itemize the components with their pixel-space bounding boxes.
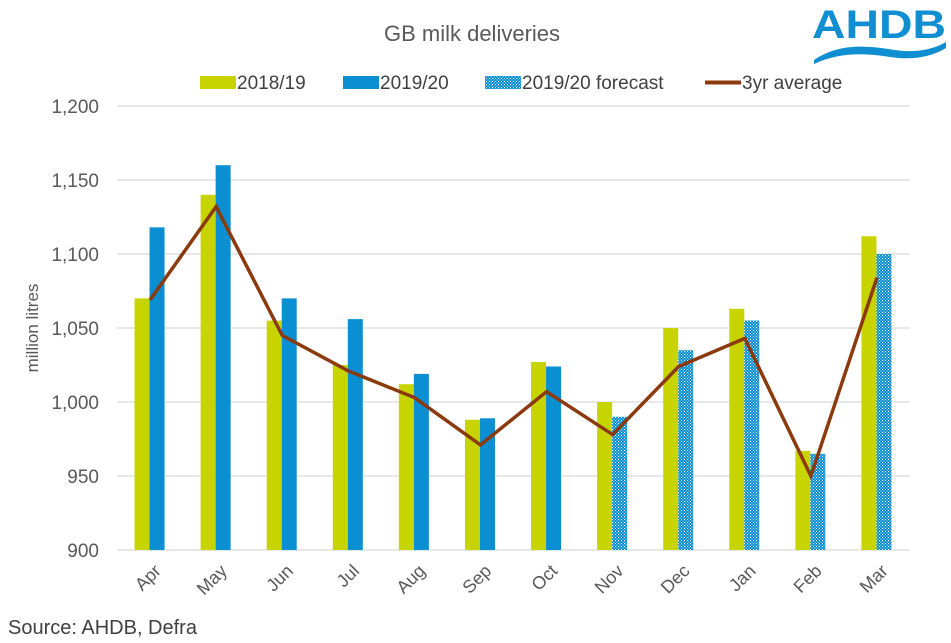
- y-axis-label: million litres: [23, 284, 42, 373]
- bar-2018-19: [398, 384, 414, 550]
- legend-label: 2018/19: [237, 73, 306, 94]
- bar-2019-20: [413, 373, 429, 550]
- legend-label: 2019/20: [380, 73, 449, 94]
- y-tick-label: 1,050: [51, 319, 99, 340]
- bar-2018-19: [795, 450, 811, 550]
- y-tick-label: 1,150: [51, 171, 99, 192]
- x-tick-label: May: [193, 561, 231, 599]
- bar-2019-20: [347, 319, 363, 550]
- y-axis-ticks: 900 950 1,000 1,050 1,100 1,150 1,200: [51, 97, 99, 562]
- bar-2019-20: [281, 298, 297, 550]
- bar-2019-20: [479, 418, 495, 550]
- x-tick-label: Feb: [790, 561, 826, 597]
- y-tick-label: 1,200: [51, 97, 99, 118]
- x-tick-label: Oct: [527, 561, 561, 595]
- bar-2019-20-forecast: [744, 320, 760, 550]
- bars: [134, 165, 892, 551]
- ahdb-logo: AHDB: [812, 3, 946, 64]
- average-line: [148, 203, 879, 481]
- x-tick-label: Jun: [262, 561, 297, 596]
- bar-2019-20: [215, 165, 231, 550]
- x-tick-label: Jan: [725, 561, 760, 596]
- legend-item-2018-19: 2018/19: [200, 73, 306, 94]
- x-tick-label: Sep: [458, 561, 495, 598]
- x-tick-label: Aug: [392, 561, 429, 598]
- line-3yr-average: [148, 203, 879, 481]
- bar-2018-19: [266, 320, 282, 550]
- bar-2018-19: [332, 365, 348, 550]
- bar-2018-19: [597, 402, 613, 550]
- logo-text: AHDB: [812, 3, 946, 47]
- bar-2018-19: [464, 419, 480, 550]
- x-tick-label: Nov: [591, 561, 628, 598]
- x-tick-label: Mar: [856, 561, 892, 597]
- legend-label: 3yr average: [742, 73, 842, 94]
- legend-item-2019-20-forecast: 2019/20 forecast: [485, 73, 664, 94]
- bar-2019-20: [546, 366, 562, 550]
- x-tick-label: Apr: [131, 561, 165, 595]
- y-tick-label: 1,000: [51, 393, 99, 414]
- bar-2018-19: [663, 328, 679, 550]
- bar-2019-20-forecast: [678, 350, 694, 550]
- x-tick-label: Dec: [657, 561, 694, 598]
- legend-swatch: [343, 76, 379, 89]
- y-tick-label: 1,100: [51, 245, 99, 266]
- gridlines: [117, 105, 910, 551]
- bar-2019-20-forecast: [612, 416, 628, 550]
- y-tick-label: 950: [67, 467, 99, 488]
- legend: 2018/19 2019/20 2019/20 forecast 3yr averag…: [200, 73, 842, 94]
- legend-label: 2019/20 forecast: [522, 73, 664, 94]
- y-tick-label: 900: [67, 541, 99, 562]
- x-tick-label: Jul: [333, 561, 363, 591]
- bar-2018-19: [531, 362, 547, 550]
- bar-2018-19: [134, 298, 150, 550]
- x-axis-ticks: Apr May Jun Jul Aug Sep Oct Nov Dec Jan Feb Mar: [131, 561, 892, 599]
- source-note: Source: AHDB, Defra: [8, 617, 197, 639]
- legend-swatch: [485, 76, 521, 89]
- legend-item-3yr-average: 3yr average: [705, 73, 842, 94]
- bar-2018-19: [729, 308, 745, 550]
- bar-2019-20-forecast: [810, 453, 826, 550]
- legend-swatch: [200, 76, 236, 89]
- bar-2019-20: [149, 227, 165, 551]
- bar-2019-20-forecast: [876, 254, 892, 550]
- bar-2018-19: [200, 194, 216, 551]
- logo-wave-icon: [814, 42, 946, 64]
- chart-title: GB milk deliveries: [384, 21, 560, 46]
- legend-item-2019-20: 2019/20: [343, 73, 449, 94]
